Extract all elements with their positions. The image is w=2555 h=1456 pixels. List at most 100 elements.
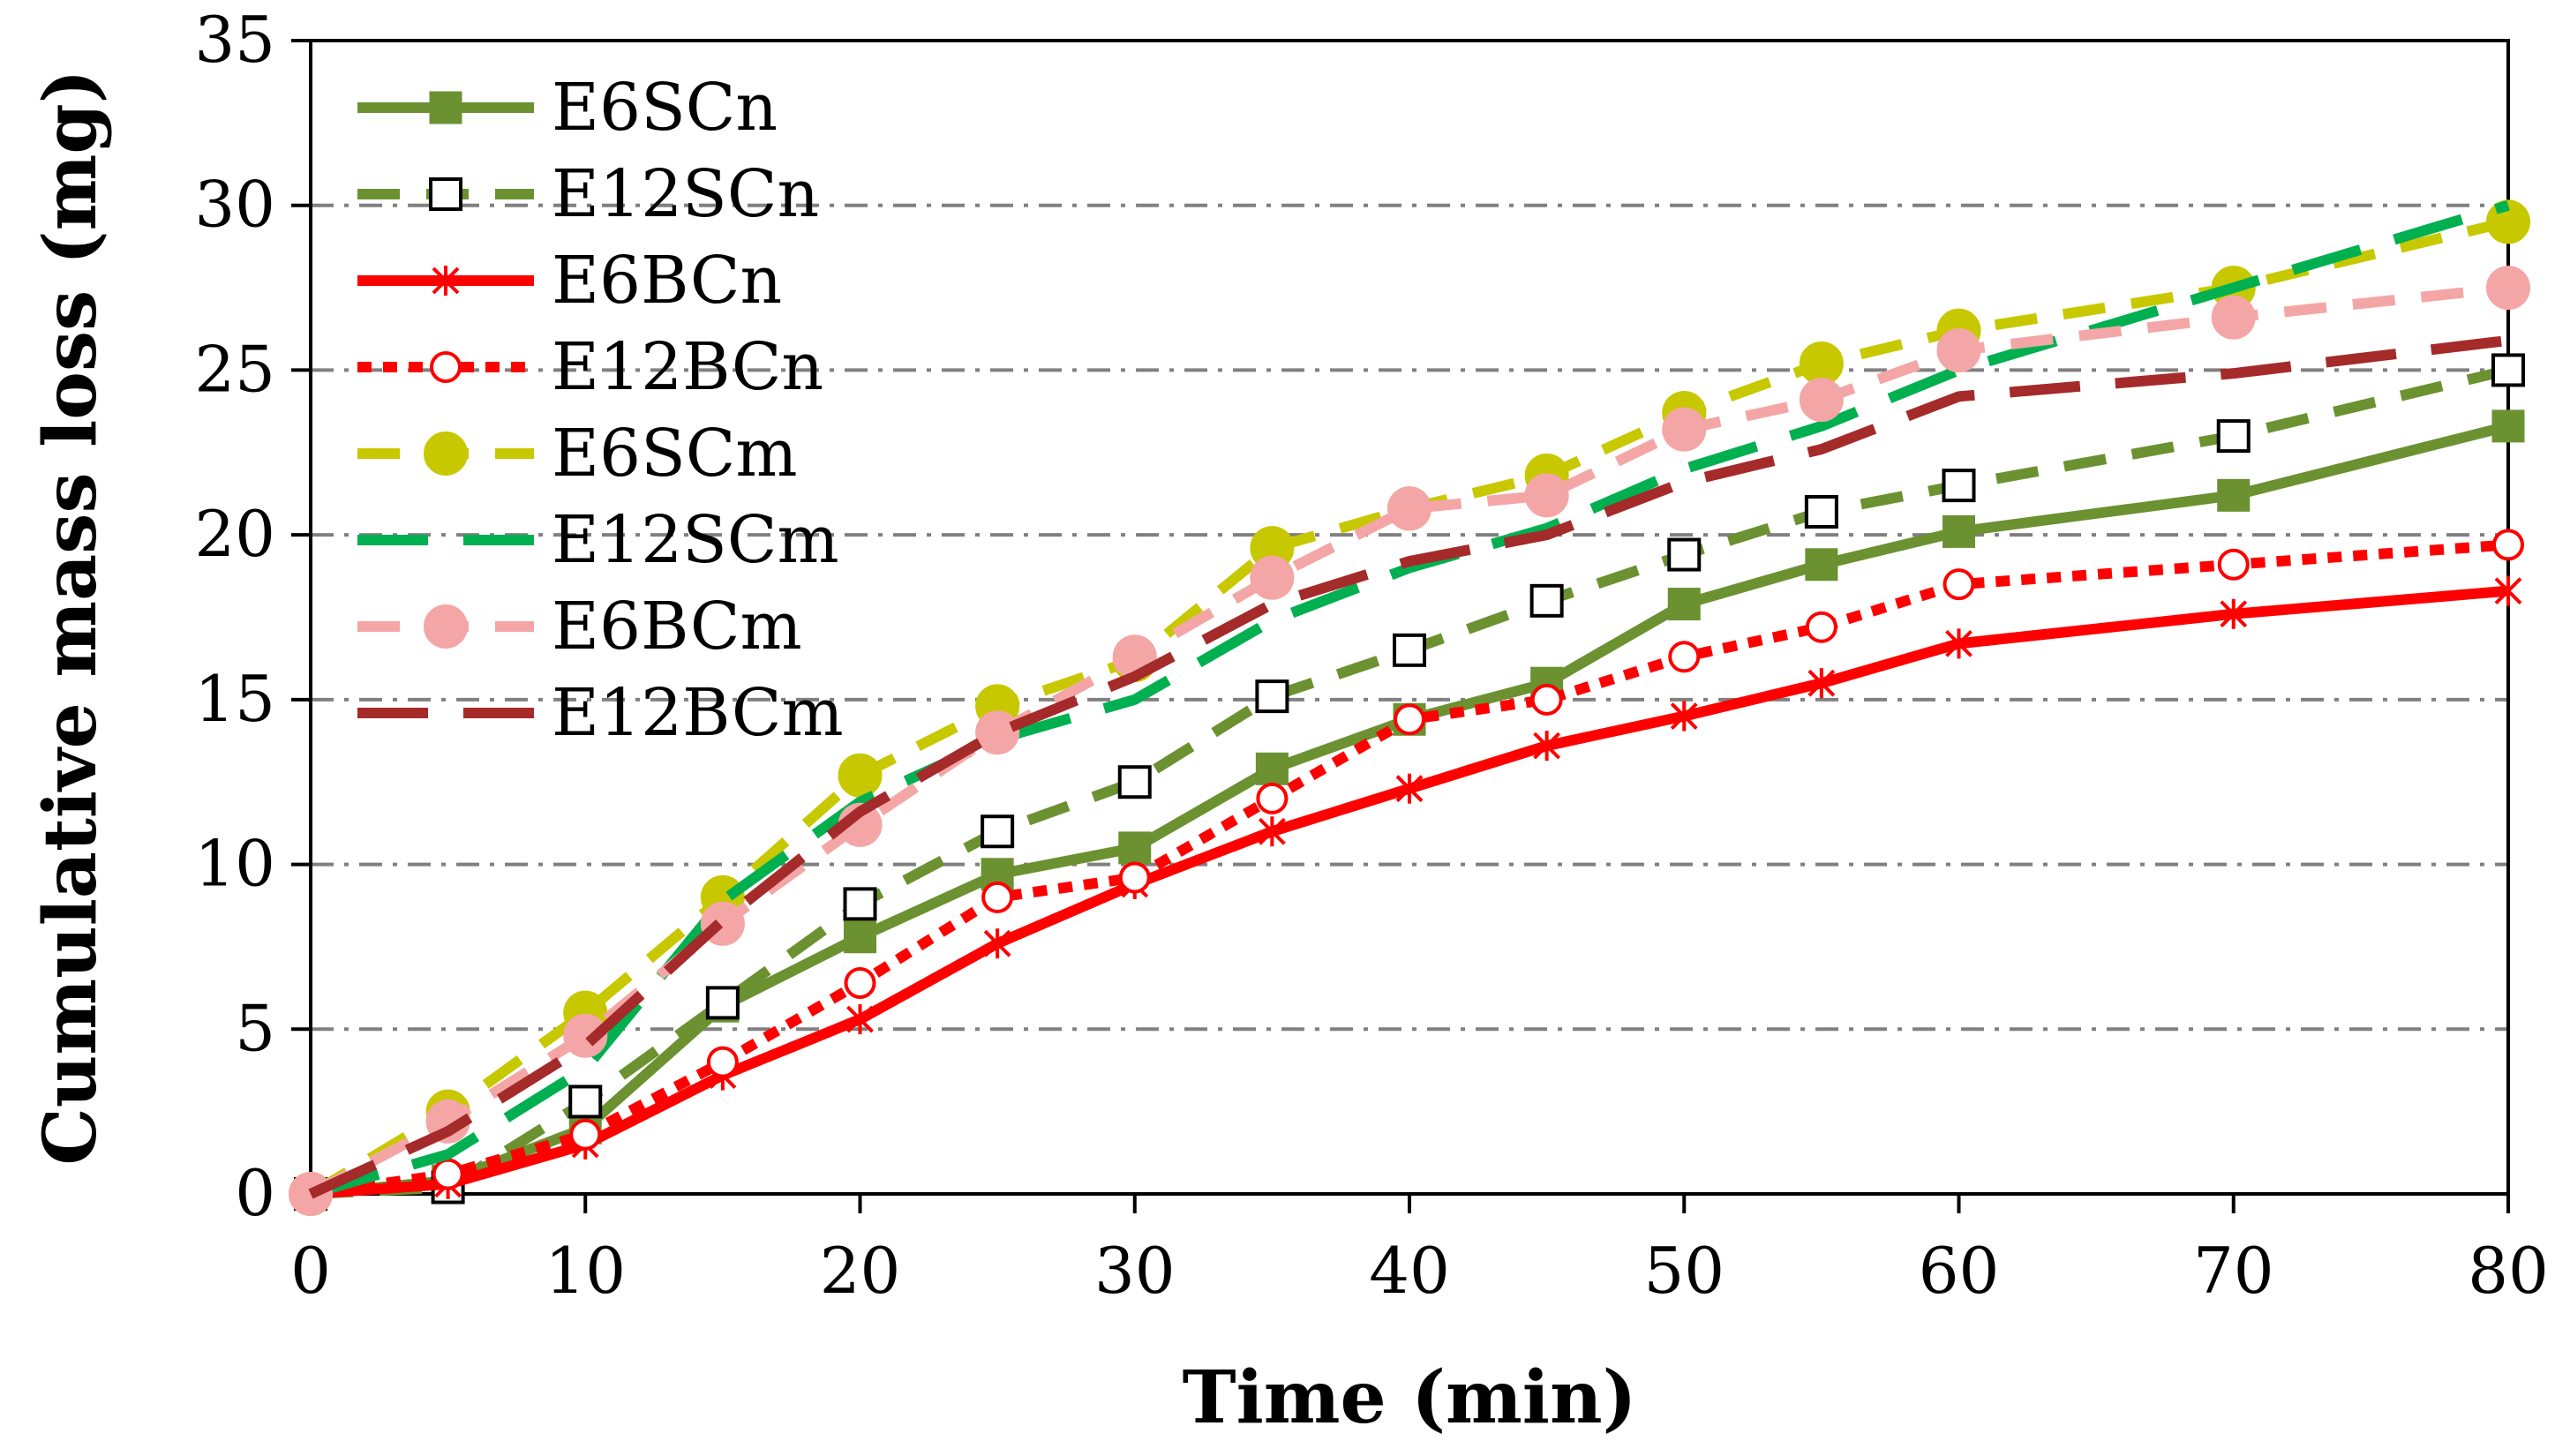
y-tick-label: 35: [194, 3, 275, 77]
data-point: [1805, 548, 1838, 582]
data-point: [430, 351, 462, 383]
x-tick-label: 30: [1094, 1234, 1176, 1308]
series-line: [309, 199, 2510, 1199]
data-point: [1805, 611, 1837, 643]
data-point: [1667, 588, 1701, 621]
data-point: [1942, 469, 1976, 503]
data-point: [2492, 529, 2524, 561]
data-point: [2491, 409, 2525, 443]
data-point: [1667, 537, 1702, 572]
data-point: [432, 1158, 464, 1190]
data-point: [705, 986, 740, 1020]
data-point: [2491, 353, 2525, 387]
data-point: [429, 177, 462, 211]
data-point: [1945, 628, 1973, 659]
data-point: [975, 710, 1020, 755]
x-tick-label: 10: [545, 1234, 626, 1308]
series-E12BCn: [295, 529, 2524, 1210]
data-point: [1936, 328, 1981, 373]
data-point: [424, 432, 468, 476]
legend-item: E6BCm: [357, 589, 802, 664]
legend-label: E6BCn: [552, 243, 782, 319]
series-E12SCm: [309, 199, 2510, 1199]
data-point: [1256, 782, 1289, 814]
legend-item: E12SCm: [357, 502, 839, 578]
data-point: [1529, 583, 1564, 618]
legend-label: E6SCm: [552, 416, 798, 492]
data-point: [2220, 598, 2248, 629]
x-tick-label: 0: [290, 1234, 331, 1308]
y-tick-label: 30: [194, 168, 275, 242]
data-point: [424, 604, 468, 649]
x-tick-label: 80: [2468, 1234, 2549, 1308]
x-axis-title: Time (min): [1183, 1355, 1637, 1440]
data-point: [1255, 679, 1289, 714]
legend-label: E12BCm: [552, 675, 844, 751]
data-point: [1943, 568, 1975, 601]
y-axis-title: Cumulative mass loss (mg): [28, 69, 113, 1165]
legend-label: E6BCm: [552, 589, 802, 664]
y-tick-label: 25: [194, 332, 275, 406]
x-tick-label: 60: [1919, 1234, 2000, 1308]
data-point: [846, 1004, 874, 1035]
data-point: [1117, 765, 1152, 799]
data-point: [563, 1013, 608, 1058]
data-point: [1395, 773, 1424, 804]
data-point: [981, 814, 1015, 849]
data-point: [2486, 266, 2530, 311]
legend-item: E6BCn: [357, 243, 782, 319]
data-point: [2494, 575, 2522, 606]
legend-item: E6SCn: [357, 70, 778, 146]
legend-item: E12SCn: [357, 156, 819, 232]
data-point: [1533, 731, 1561, 762]
legend-item: E6SCm: [357, 416, 798, 492]
data-point: [1804, 495, 1838, 529]
x-tick-label: 70: [2193, 1234, 2274, 1308]
data-point: [2217, 548, 2250, 581]
x-tick-label: 50: [1643, 1234, 1725, 1308]
legend-item: E12BCm: [357, 675, 844, 751]
series-line: [310, 364, 2510, 1199]
data-point: [1258, 816, 1286, 847]
data-point: [568, 1084, 603, 1119]
legend-label: E12SCm: [552, 502, 839, 578]
legend-item: E12BCn: [357, 329, 823, 405]
data-point: [844, 920, 876, 954]
data-point: [706, 1046, 739, 1078]
y-tick-label: 10: [194, 827, 275, 901]
series-E12SCn: [294, 353, 2525, 1211]
legend-label: E12SCn: [552, 156, 819, 232]
data-point: [1394, 703, 1425, 736]
data-point: [1250, 555, 1295, 600]
data-point: [1387, 486, 1432, 531]
data-point: [1662, 407, 1707, 452]
data-point: [569, 1118, 602, 1151]
data-point: [2217, 478, 2251, 512]
y-tick-label: 15: [194, 662, 275, 736]
data-point: [981, 881, 1014, 913]
tick-labels: 0 5 10 15 20 25 30 35 0 10 20 30 40 50 60 70 80: [194, 3, 2548, 1308]
y-tick-label: 0: [235, 1156, 275, 1230]
y-tick-label: 5: [235, 991, 275, 1065]
data-point: [1393, 633, 1426, 667]
series-E12BCm: [308, 334, 2509, 1199]
series-layer: [289, 199, 2530, 1216]
data-point: [1118, 831, 1152, 865]
series-line: [308, 334, 2509, 1199]
data-point: [838, 753, 883, 798]
data-point: [1670, 701, 1698, 732]
data-point: [843, 887, 877, 921]
data-point: [983, 928, 1011, 959]
data-point: [2216, 419, 2251, 454]
data-point: [2211, 295, 2256, 340]
data-point: [1255, 752, 1289, 785]
y-tick-label: 20: [194, 497, 275, 571]
data-point: [1799, 378, 1844, 423]
data-point: [432, 266, 460, 296]
data-point: [429, 91, 462, 124]
data-point: [1668, 641, 1701, 673]
legend-label: E12BCn: [552, 329, 823, 405]
data-point: [1524, 473, 1569, 518]
